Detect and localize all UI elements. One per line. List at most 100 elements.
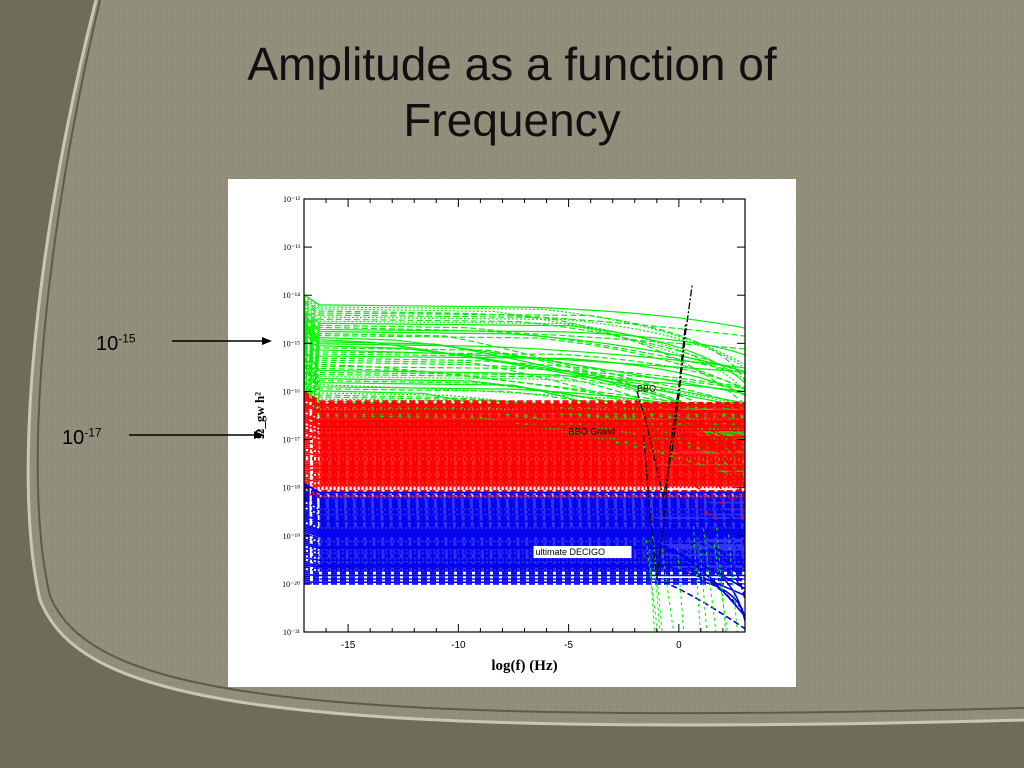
detector-curve	[642, 324, 687, 580]
x-tick-label: 0	[676, 640, 682, 651]
blue-band-line	[304, 581, 745, 618]
green-band-line	[304, 323, 745, 408]
blue-band-line	[304, 506, 745, 574]
blue-band-line	[304, 502, 745, 512]
y-tick-label: 10⁻¹⁶	[283, 387, 301, 396]
green-band-line	[304, 336, 745, 397]
green-band-line	[304, 297, 745, 379]
red-band-line	[304, 443, 745, 448]
green-band-line	[304, 308, 745, 392]
blue-band-line	[304, 514, 745, 523]
red-band-line	[304, 468, 745, 472]
red-band-line	[304, 435, 745, 442]
red-band-line	[304, 496, 745, 503]
blue-band-line	[304, 499, 745, 509]
blue-band-line	[304, 534, 745, 601]
green-band-line	[699, 547, 708, 632]
green-band-line	[702, 528, 717, 632]
y-tick-label: 10⁻²¹	[283, 628, 301, 637]
red-band-line	[304, 428, 745, 499]
red-band-line	[304, 422, 745, 430]
blue-band-line	[304, 484, 745, 495]
blue-band-line	[304, 521, 745, 529]
blue-band-line	[304, 487, 745, 499]
blue-band-line	[304, 512, 745, 521]
red-band-line	[304, 391, 745, 447]
green-band-line	[652, 538, 663, 632]
red-band-line	[304, 419, 745, 427]
red-band-line	[304, 420, 745, 428]
red-band-line	[304, 417, 745, 425]
blue-band-line	[304, 495, 745, 506]
blue-band-line	[304, 570, 745, 573]
chart-plot: BBO BBO Grand ultimate DECIGO 10⁻¹² 10⁻¹³ 10⁻…	[252, 195, 746, 674]
blue-band-line	[304, 489, 745, 501]
blue-band-line	[304, 528, 745, 536]
slide-title: Amplitude as a function of Frequency	[150, 36, 874, 148]
callout-base: 10	[62, 427, 85, 449]
blue-band-line	[304, 523, 745, 531]
red-band-line	[304, 448, 745, 498]
red-band-line	[304, 450, 745, 515]
green-band-line	[676, 548, 685, 632]
green-band-line	[304, 354, 745, 407]
slide-title-line1: Amplitude as a function of	[247, 38, 777, 90]
red-band-line	[304, 398, 745, 409]
blue-band-line	[304, 491, 745, 502]
blue-band-line	[304, 517, 745, 526]
green-band-line	[304, 321, 745, 395]
red-band-line	[304, 411, 745, 420]
red-band-line	[304, 480, 745, 485]
blue-band-line	[304, 493, 745, 550]
red-band-line	[304, 447, 745, 451]
blue-band-line	[304, 551, 745, 612]
red-band-line	[304, 407, 745, 417]
callout-exponent: -15	[118, 331, 136, 346]
green-band-line	[304, 319, 745, 391]
blue-band-line	[304, 525, 745, 533]
green-band-line	[304, 350, 745, 450]
blue-band-line	[304, 536, 745, 594]
blue-band-line	[304, 486, 745, 497]
red-band-line	[304, 493, 745, 500]
blue-band-line	[304, 500, 745, 547]
red-band-line	[304, 400, 745, 468]
green-band-line	[304, 311, 745, 375]
y-tick-label: 10⁻²⁰	[282, 580, 300, 589]
red-band-line	[304, 392, 745, 404]
green-band-line	[304, 294, 745, 329]
annotation-backdrop	[533, 546, 632, 559]
y-tick-label: 10⁻¹⁷	[283, 436, 301, 445]
red-band-line	[304, 394, 745, 406]
green-band-line	[713, 544, 728, 632]
blue-band-line	[304, 542, 745, 617]
green-band-line	[304, 340, 745, 448]
red-band-line	[304, 445, 745, 450]
red-band-line	[304, 458, 745, 461]
green-band-line	[304, 379, 745, 440]
blue-band-line	[304, 556, 745, 561]
red-band-line	[304, 452, 745, 456]
red-band-line	[304, 432, 745, 438]
red-band-line	[304, 486, 745, 492]
red-band-line	[304, 483, 745, 488]
red-band-line	[304, 473, 745, 477]
chart-annotation: BBO	[637, 383, 656, 393]
green-band-line	[304, 304, 745, 369]
blue-band-line	[304, 504, 745, 514]
y-tick-label: 10⁻¹⁴	[283, 291, 301, 300]
x-tick-label: -5	[564, 640, 573, 651]
blue-band-line	[304, 571, 745, 575]
green-band-line	[304, 326, 745, 369]
red-band-line	[304, 413, 745, 422]
y-tick-label: 10⁻¹⁹	[283, 532, 301, 541]
callout-exponent: -17	[84, 425, 102, 440]
blue-band-line	[304, 538, 745, 545]
green-band-line	[661, 548, 675, 632]
green-band-line	[304, 316, 745, 372]
callout-1e-17: 10-17	[62, 425, 102, 450]
y-axis-label: Ω_gw h²	[252, 392, 267, 439]
green-band-line	[728, 534, 738, 632]
blue-band-line	[304, 568, 745, 572]
green-band-line	[304, 296, 745, 366]
